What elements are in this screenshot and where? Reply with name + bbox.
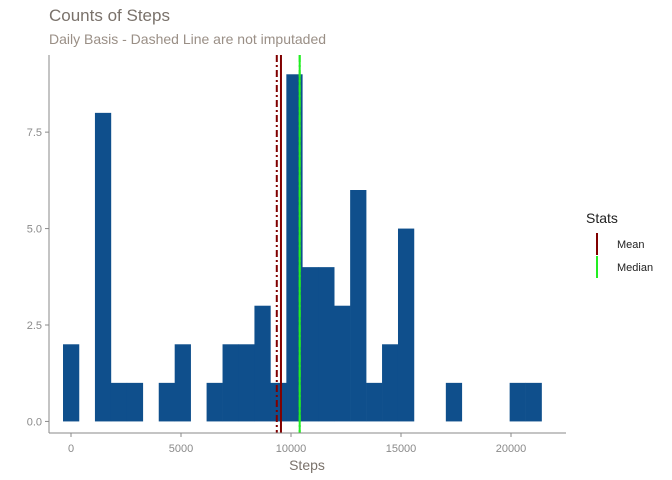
histogram-bar (350, 190, 367, 422)
histogram-bar (445, 382, 463, 422)
x-tick-label: 0 (68, 443, 74, 455)
y-tick-label: 0.0 (27, 416, 42, 428)
histogram-bar (382, 344, 399, 422)
histogram-bar (334, 305, 351, 422)
histogram-bar (63, 344, 80, 422)
x-tick-label: 15000 (386, 443, 417, 455)
histogram-bar (270, 382, 287, 422)
y-tick-label: 7.5 (27, 127, 42, 139)
x-tick-label: 20000 (496, 443, 527, 455)
histogram-bar (110, 382, 128, 422)
chart-title: Counts of Steps (49, 6, 170, 25)
histogram-bar (94, 112, 112, 422)
histogram-bar (366, 382, 383, 422)
x-ticks: 0 5000 10000 15000 20000 (68, 433, 526, 455)
bars-group (63, 74, 542, 422)
chart-subtitle: Daily Basis - Dashed Line are not imputa… (49, 31, 327, 47)
histogram-bar (126, 382, 144, 422)
stat-lines-group (275, 55, 301, 433)
histogram-bar (254, 305, 271, 422)
histogram-bar (397, 228, 415, 422)
x-axis-title: Steps (289, 457, 325, 473)
y-ticks: 0.0 2.5 5.0 7.5 (27, 127, 49, 428)
histogram-bar (286, 74, 303, 422)
histogram-bar (174, 344, 191, 422)
x-tick-label: 10000 (276, 443, 307, 455)
y-tick-label: 5.0 (27, 224, 42, 236)
histogram-bar (525, 382, 542, 422)
histogram-bar (509, 382, 526, 422)
histogram-bar (222, 344, 239, 422)
histogram-bar (302, 267, 319, 422)
legend-label-mean: Mean (617, 239, 645, 251)
legend-title: Stats (586, 210, 618, 226)
legend: Stats Mean Median (586, 210, 653, 278)
histogram-bar (206, 382, 223, 422)
x-tick-label: 5000 (169, 443, 193, 455)
histogram-bar (158, 382, 175, 422)
histogram-bar (318, 267, 335, 422)
y-tick-label: 2.5 (27, 320, 42, 332)
legend-label-median: Median (617, 262, 653, 274)
histogram-bar (238, 344, 255, 422)
